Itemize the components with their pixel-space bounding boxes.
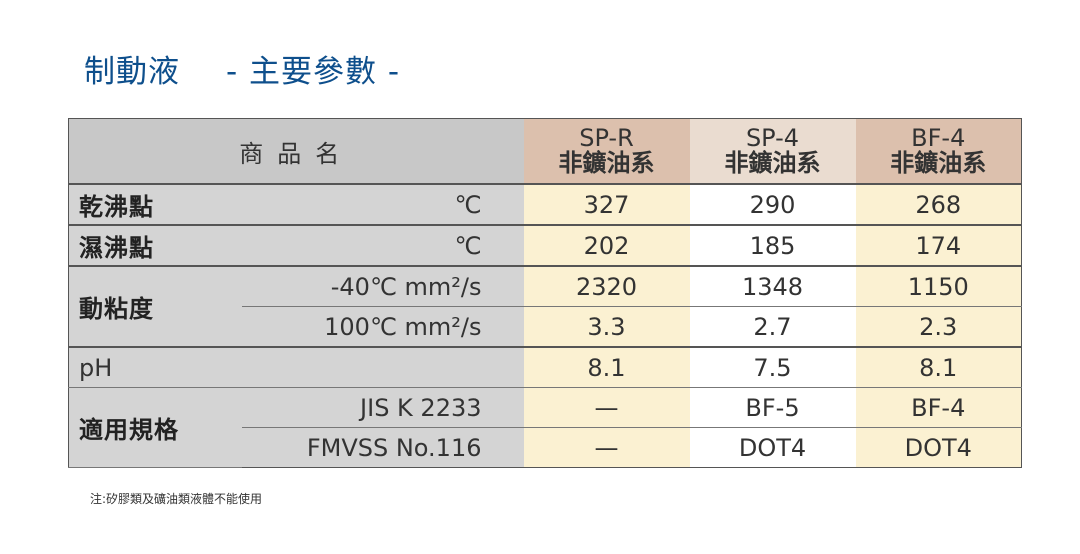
cell-value: 2320	[523, 266, 690, 307]
row-condition: JIS K 2233	[241, 387, 524, 428]
table-row-wet-boiling: 濕沸點 ℃ 202 185 174	[68, 225, 1022, 267]
product-type: 非鑛油系	[724, 149, 821, 177]
row-unit: ℃	[241, 184, 524, 226]
cell-value: 290	[689, 184, 856, 226]
title-sub: - 主要參數 -	[226, 54, 401, 90]
page-title: 制動液 - 主要參數 -	[84, 46, 400, 91]
product-code: BF-4	[911, 123, 966, 152]
cell-value: 185	[689, 225, 856, 267]
table-row-ph: pH 8.1 7.5 8.1	[68, 347, 1022, 388]
cell-value: —	[523, 387, 690, 428]
row-unit: ℃	[241, 225, 524, 267]
row-label: 適用規格	[68, 387, 242, 468]
title-main: 制動液	[84, 54, 180, 90]
cell-value: BF-5	[689, 387, 856, 428]
row-label: 動粘度	[68, 266, 242, 348]
cell-value: 327	[523, 184, 690, 226]
cell-value: BF-4	[855, 387, 1022, 428]
cell-value: 1150	[855, 266, 1022, 307]
row-condition: 100℃ mm²/s	[241, 306, 524, 348]
cell-value: 174	[855, 225, 1022, 267]
header-product-1: SP-R 非鑛油系	[523, 118, 690, 185]
product-code: SP-4	[745, 123, 800, 152]
product-code: SP-R	[579, 123, 634, 152]
cell-value: —	[523, 427, 690, 468]
row-condition: -40℃ mm²/s	[241, 266, 524, 307]
cell-value: 3.3	[523, 306, 690, 348]
header-product-name: 商品名	[68, 118, 524, 185]
header-product-2: SP-4 非鑛油系	[689, 118, 856, 185]
row-label: 濕沸點	[68, 225, 242, 267]
cell-value: 268	[855, 184, 1022, 226]
cell-value: 202	[523, 225, 690, 267]
header-product-3: BF-4 非鑛油系	[855, 118, 1022, 185]
row-condition: FMVSS No.116	[241, 427, 524, 468]
row-label: pH	[68, 347, 524, 388]
table-row-standard-2: FMVSS No.116 — DOT4 DOT4	[69, 427, 1022, 468]
header-row: 商品名 SP-R 非鑛油系 SP-4 非鑛油系 BF-4 非鑛油系	[68, 118, 1022, 185]
table-row-viscosity-1: 動粘度 -40℃ mm²/s 2320 1348 1150	[68, 266, 1022, 348]
product-type: 非鑛油系	[558, 149, 655, 177]
spec-table: 商品名 SP-R 非鑛油系 SP-4 非鑛油系 BF-4 非鑛油系 乾沸點 ℃ …	[68, 118, 1022, 468]
cell-value: DOT4	[689, 427, 856, 468]
footnote: 注:矽膠類及礦油類液體不能使用	[90, 492, 263, 506]
table-row-viscosity-2: 100℃ mm²/s 3.3 2.7 2.3	[69, 306, 1022, 348]
cell-value: DOT4	[855, 427, 1022, 468]
product-type: 非鑛油系	[890, 149, 987, 177]
cell-value: 2.7	[689, 306, 856, 348]
table-row-standard-1: 適用規格 JIS K 2233 — BF-5 BF-4	[68, 387, 1022, 468]
cell-value: 7.5	[689, 347, 856, 388]
cell-value: 8.1	[855, 347, 1022, 388]
cell-value: 2.3	[855, 306, 1022, 348]
cell-value: 8.1	[523, 347, 690, 388]
row-label: 乾沸點	[68, 184, 242, 226]
table-row-dry-boiling: 乾沸點 ℃ 327 290 268	[68, 184, 1022, 226]
cell-value: 1348	[689, 266, 856, 307]
